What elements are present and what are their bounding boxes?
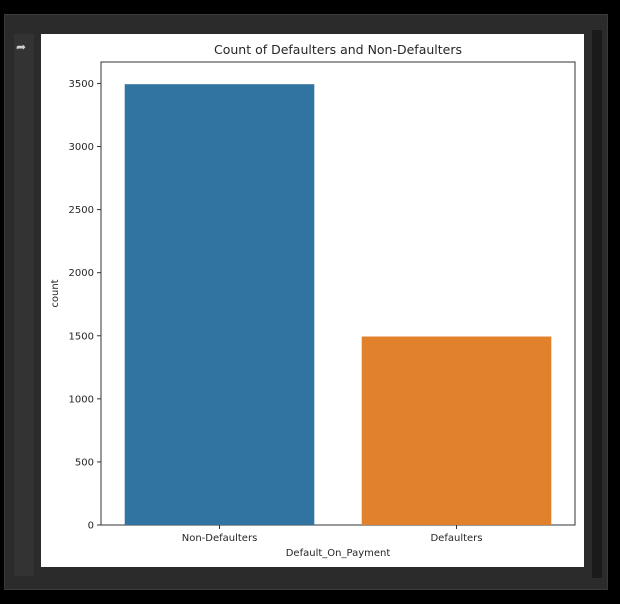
bar-defaulters	[361, 336, 552, 525]
plot-area-frame	[100, 61, 576, 526]
y-tick-label: 2500	[69, 205, 94, 216]
cell-output-gutter[interactable]	[14, 34, 34, 576]
figure-canvas: 0 500 1000 1500 2000 2500 3000 3500 Non-Default…	[41, 34, 584, 567]
y-tick-label: 0	[88, 521, 94, 532]
y-axis-label: count	[50, 279, 61, 307]
y-tick-label: 3000	[69, 142, 94, 153]
bar-chart: 0 500 1000 1500 2000 2500 3000 3500 Non-Default…	[50, 42, 576, 559]
y-tick-label: 500	[75, 457, 94, 468]
x-tick-label: Defaulters	[430, 533, 482, 544]
output-arrow-icon[interactable]: ➦	[15, 40, 27, 54]
y-tick-label: 1000	[69, 394, 94, 405]
scrollbar-track[interactable]	[592, 30, 602, 578]
chart-title: Count of Defaulters and Non-Defaulters	[214, 42, 462, 57]
x-axis-label: Default_On_Payment	[286, 548, 391, 559]
y-tick-label: 1500	[69, 331, 94, 342]
bar-non-defaulters	[124, 84, 315, 526]
x-tick-label: Non-Defaulters	[182, 533, 258, 544]
y-tick-label: 2000	[69, 268, 94, 279]
y-tick-label: 3500	[69, 79, 94, 90]
